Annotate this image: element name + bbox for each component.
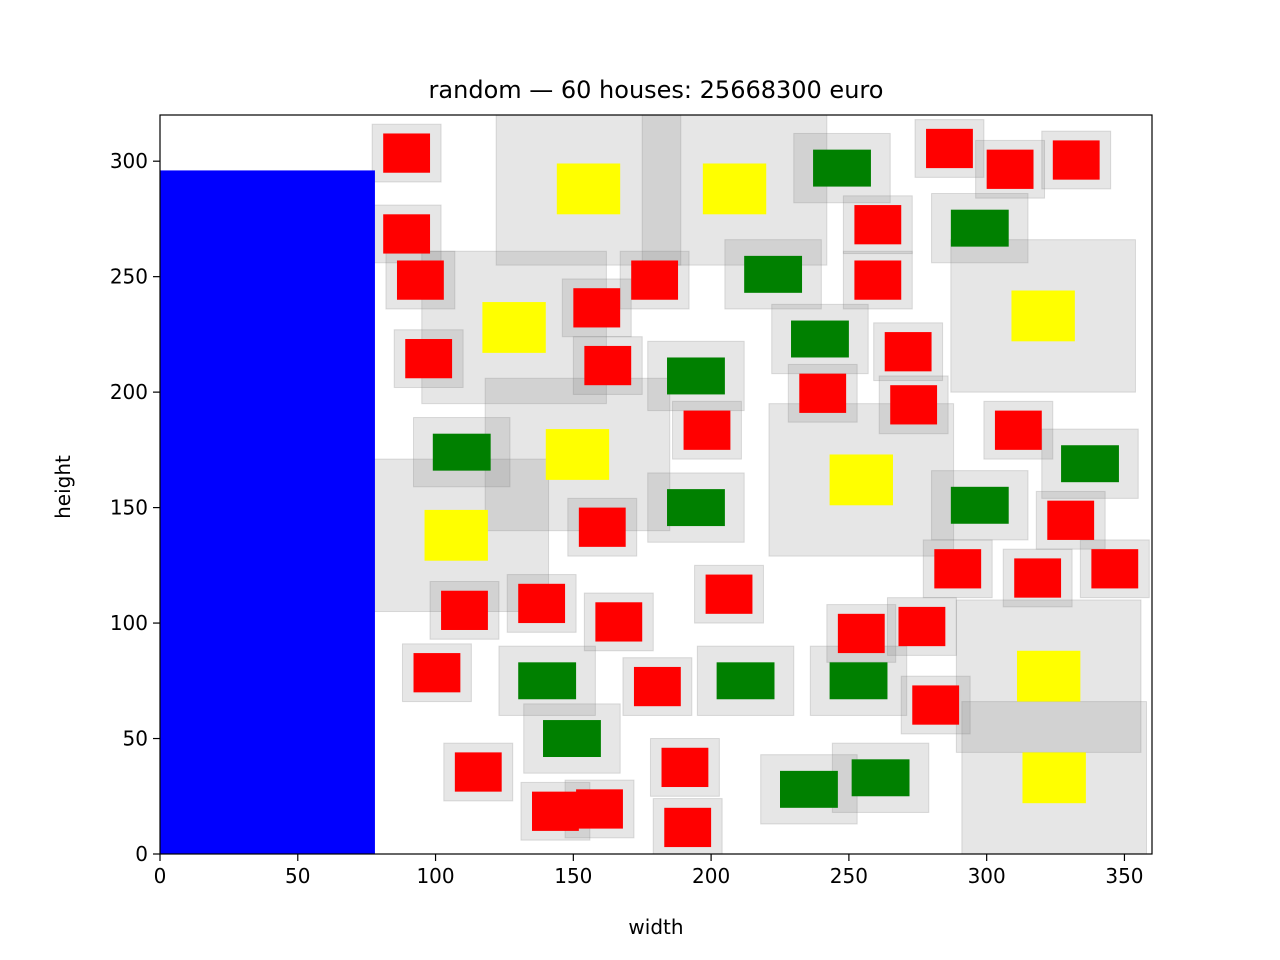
x-tick-label: 200 bbox=[692, 864, 730, 888]
small-house bbox=[661, 747, 709, 788]
y-tick-label: 0 bbox=[135, 842, 148, 866]
x-axis: 0 50 100 150 200 250 300 350 bbox=[154, 854, 1144, 888]
large-house bbox=[1016, 650, 1081, 702]
medium-house bbox=[780, 770, 838, 808]
free-space-area bbox=[523, 703, 621, 774]
small-house bbox=[1014, 558, 1062, 598]
y-tick-label: 150 bbox=[110, 496, 148, 520]
large-house bbox=[1022, 752, 1086, 804]
large-house bbox=[702, 163, 767, 215]
x-tick-label: 150 bbox=[554, 864, 592, 888]
small-house bbox=[912, 685, 960, 725]
small-house bbox=[884, 332, 932, 372]
small-house bbox=[799, 373, 847, 413]
medium-house bbox=[543, 720, 601, 758]
small-house bbox=[1091, 549, 1139, 589]
medium-house bbox=[950, 486, 1009, 524]
small-house bbox=[518, 583, 566, 624]
medium-house bbox=[667, 357, 725, 395]
y-axis: 0 50 100 150 200 250 300 bbox=[110, 149, 160, 866]
small-house bbox=[837, 613, 885, 654]
small-house bbox=[986, 149, 1034, 189]
large-house bbox=[1011, 290, 1075, 342]
large-house bbox=[545, 429, 610, 480]
small-house bbox=[383, 214, 431, 254]
medium-house bbox=[813, 149, 871, 187]
x-tick-label: 100 bbox=[416, 864, 454, 888]
house-layer bbox=[383, 128, 1139, 848]
y-axis-label: height bbox=[51, 455, 75, 519]
medium-house bbox=[829, 662, 888, 700]
small-house bbox=[854, 205, 902, 245]
y-tick-label: 100 bbox=[110, 611, 148, 635]
small-house bbox=[683, 410, 731, 450]
large-house bbox=[556, 163, 621, 215]
plot-frame bbox=[159, 114, 1153, 855]
x-tick-label: 250 bbox=[830, 864, 868, 888]
small-house bbox=[576, 789, 623, 829]
chart-title: random — 60 houses: 25668300 euro bbox=[429, 76, 884, 104]
small-house bbox=[396, 260, 444, 300]
small-house bbox=[631, 260, 679, 300]
y-tick-label: 250 bbox=[110, 265, 148, 289]
small-house bbox=[532, 791, 579, 831]
medium-house bbox=[667, 489, 725, 527]
y-tick-label: 200 bbox=[110, 380, 148, 404]
small-house bbox=[405, 339, 453, 379]
small-house bbox=[441, 590, 488, 630]
free-space-area bbox=[793, 132, 891, 204]
small-house bbox=[994, 410, 1042, 450]
water-body bbox=[160, 170, 375, 854]
small-house bbox=[934, 549, 982, 589]
small-house bbox=[854, 260, 902, 300]
medium-house bbox=[851, 759, 910, 797]
small-house bbox=[664, 807, 712, 848]
large-house bbox=[482, 302, 546, 353]
x-axis-label: width bbox=[628, 915, 683, 939]
medium-house bbox=[518, 662, 577, 700]
plot-area bbox=[159, 114, 1153, 855]
large-house bbox=[829, 454, 893, 506]
small-house bbox=[926, 128, 973, 169]
y-tick-label: 50 bbox=[123, 727, 148, 751]
small-house bbox=[383, 133, 431, 173]
medium-house bbox=[950, 209, 1009, 247]
small-house bbox=[584, 345, 632, 386]
small-house bbox=[578, 507, 626, 547]
medium-house bbox=[744, 255, 803, 293]
small-house bbox=[413, 653, 461, 693]
large-house bbox=[424, 509, 488, 561]
x-tick-label: 300 bbox=[968, 864, 1006, 888]
medium-house bbox=[1061, 445, 1119, 483]
small-house bbox=[1047, 500, 1095, 540]
small-house bbox=[595, 602, 643, 642]
small-house bbox=[454, 752, 502, 792]
medium-house bbox=[716, 662, 775, 700]
small-house bbox=[890, 385, 938, 425]
small-house bbox=[1052, 140, 1100, 180]
x-tick-label: 350 bbox=[1105, 864, 1143, 888]
medium-house bbox=[791, 320, 849, 358]
water-layer bbox=[160, 170, 375, 854]
small-house bbox=[573, 288, 621, 328]
small-house bbox=[633, 666, 681, 707]
small-house bbox=[705, 574, 753, 614]
y-tick-label: 300 bbox=[110, 149, 148, 173]
medium-house bbox=[432, 433, 491, 471]
small-house bbox=[898, 606, 946, 647]
free-space-area bbox=[696, 645, 795, 716]
x-tick-label: 0 bbox=[154, 864, 167, 888]
x-tick-label: 50 bbox=[285, 864, 310, 888]
